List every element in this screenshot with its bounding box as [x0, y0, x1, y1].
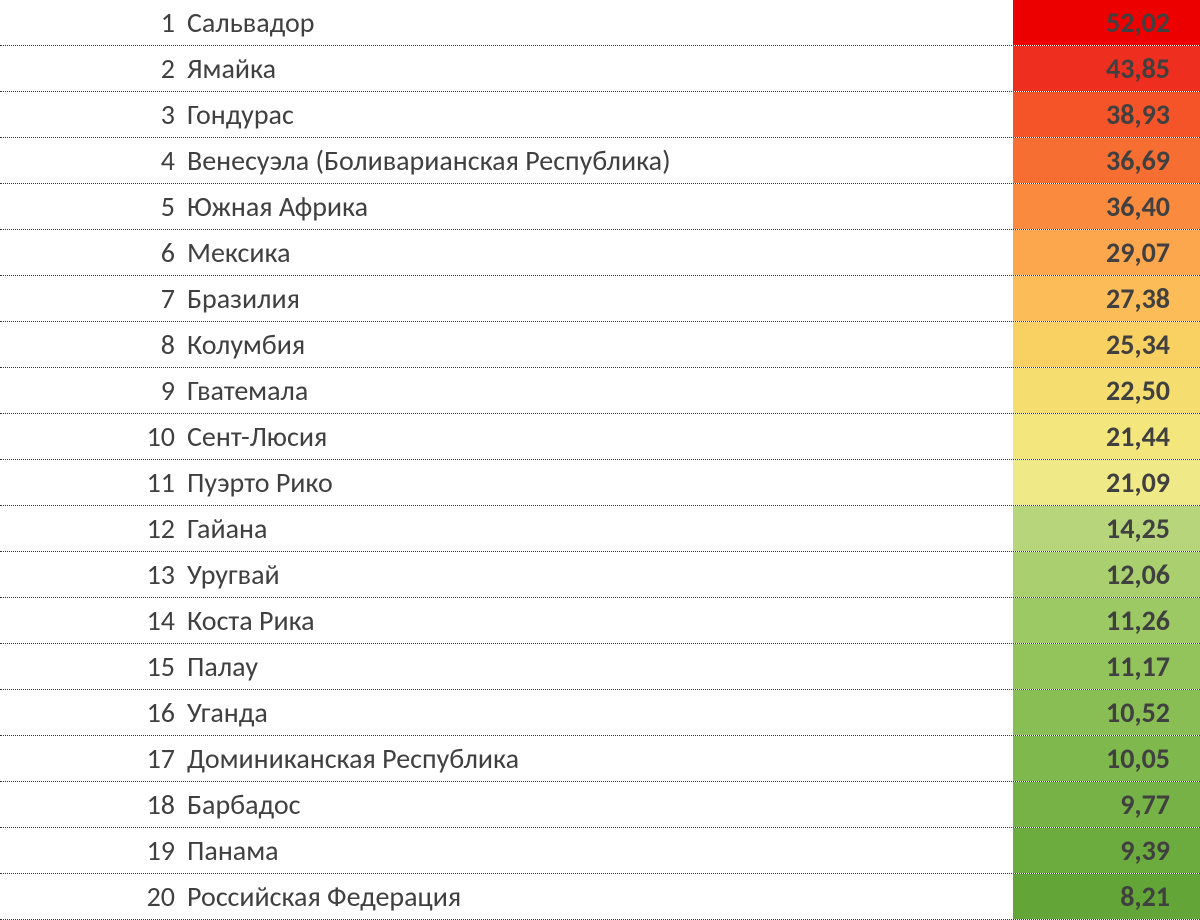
table-row: 9Гватемала22,50: [0, 368, 1200, 414]
value-cell: 29,07: [1013, 230, 1200, 275]
country-cell: Сент-Люсия: [183, 414, 1013, 459]
country-cell: Уругвай: [183, 552, 1013, 597]
rank-cell: 6: [0, 230, 183, 275]
rank-cell: 5: [0, 184, 183, 229]
table-row: 16Уганда10,52: [0, 690, 1200, 736]
rank-cell: 7: [0, 276, 183, 321]
country-cell: Пуэрто Рико: [183, 460, 1013, 505]
country-cell: Доминиканская Республика: [183, 736, 1013, 781]
value-cell: 11,17: [1013, 644, 1200, 689]
country-cell: Гватемала: [183, 368, 1013, 413]
rank-cell: 14: [0, 598, 183, 643]
rank-cell: 3: [0, 92, 183, 137]
value-cell: 38,93: [1013, 92, 1200, 137]
country-cell: Сальвадор: [183, 0, 1013, 45]
table-row: 2Ямайка43,85: [0, 46, 1200, 92]
rank-cell: 1: [0, 0, 183, 45]
value-cell: 11,26: [1013, 598, 1200, 643]
value-cell: 8,21: [1013, 874, 1200, 919]
table-row: 5Южная Африка36,40: [0, 184, 1200, 230]
country-cell: Российская Федерация: [183, 874, 1013, 919]
ranking-table: 1Сальвадор52,022Ямайка43,853Гондурас38,9…: [0, 0, 1200, 920]
table-row: 11Пуэрто Рико21,09: [0, 460, 1200, 506]
value-cell: 21,44: [1013, 414, 1200, 459]
value-cell: 14,25: [1013, 506, 1200, 551]
value-cell: 43,85: [1013, 46, 1200, 91]
country-cell: Уганда: [183, 690, 1013, 735]
table-row: 18Барбадос9,77: [0, 782, 1200, 828]
rank-cell: 18: [0, 782, 183, 827]
rank-cell: 15: [0, 644, 183, 689]
table-row: 17Доминиканская Республика10,05: [0, 736, 1200, 782]
table-row: 15Палау11,17: [0, 644, 1200, 690]
table-row: 19Панама9,39: [0, 828, 1200, 874]
value-cell: 12,06: [1013, 552, 1200, 597]
rank-cell: 4: [0, 138, 183, 183]
table-row: 8Колумбия25,34: [0, 322, 1200, 368]
country-cell: Гайана: [183, 506, 1013, 551]
country-cell: Венесуэла (Боливарианская Республика): [183, 138, 1013, 183]
table-row: 1Сальвадор52,02: [0, 0, 1200, 46]
country-cell: Барбадос: [183, 782, 1013, 827]
country-cell: Мексика: [183, 230, 1013, 275]
rank-cell: 2: [0, 46, 183, 91]
rank-cell: 11: [0, 460, 183, 505]
value-cell: 21,09: [1013, 460, 1200, 505]
table-row: 7Бразилия27,38: [0, 276, 1200, 322]
table-row: 6Мексика29,07: [0, 230, 1200, 276]
table-row: 3Гондурас38,93: [0, 92, 1200, 138]
rank-cell: 20: [0, 874, 183, 919]
value-cell: 25,34: [1013, 322, 1200, 367]
country-cell: Южная Африка: [183, 184, 1013, 229]
rank-cell: 9: [0, 368, 183, 413]
value-cell: 10,05: [1013, 736, 1200, 781]
value-cell: 27,38: [1013, 276, 1200, 321]
rank-cell: 16: [0, 690, 183, 735]
value-cell: 52,02: [1013, 0, 1200, 45]
table-row: 4Венесуэла (Боливарианская Республика)36…: [0, 138, 1200, 184]
rank-cell: 13: [0, 552, 183, 597]
country-cell: Панама: [183, 828, 1013, 873]
rank-cell: 8: [0, 322, 183, 367]
country-cell: Коста Рика: [183, 598, 1013, 643]
table-row: 20Российская Федерация8,21: [0, 874, 1200, 920]
value-cell: 9,77: [1013, 782, 1200, 827]
value-cell: 36,40: [1013, 184, 1200, 229]
table-row: 14Коста Рика11,26: [0, 598, 1200, 644]
rank-cell: 10: [0, 414, 183, 459]
rank-cell: 19: [0, 828, 183, 873]
value-cell: 9,39: [1013, 828, 1200, 873]
country-cell: Ямайка: [183, 46, 1013, 91]
table-row: 12Гайана14,25: [0, 506, 1200, 552]
rank-cell: 12: [0, 506, 183, 551]
value-cell: 10,52: [1013, 690, 1200, 735]
value-cell: 22,50: [1013, 368, 1200, 413]
country-cell: Колумбия: [183, 322, 1013, 367]
country-cell: Бразилия: [183, 276, 1013, 321]
value-cell: 36,69: [1013, 138, 1200, 183]
country-cell: Палау: [183, 644, 1013, 689]
table-row: 13Уругвай12,06: [0, 552, 1200, 598]
country-cell: Гондурас: [183, 92, 1013, 137]
table-row: 10Сент-Люсия21,44: [0, 414, 1200, 460]
rank-cell: 17: [0, 736, 183, 781]
